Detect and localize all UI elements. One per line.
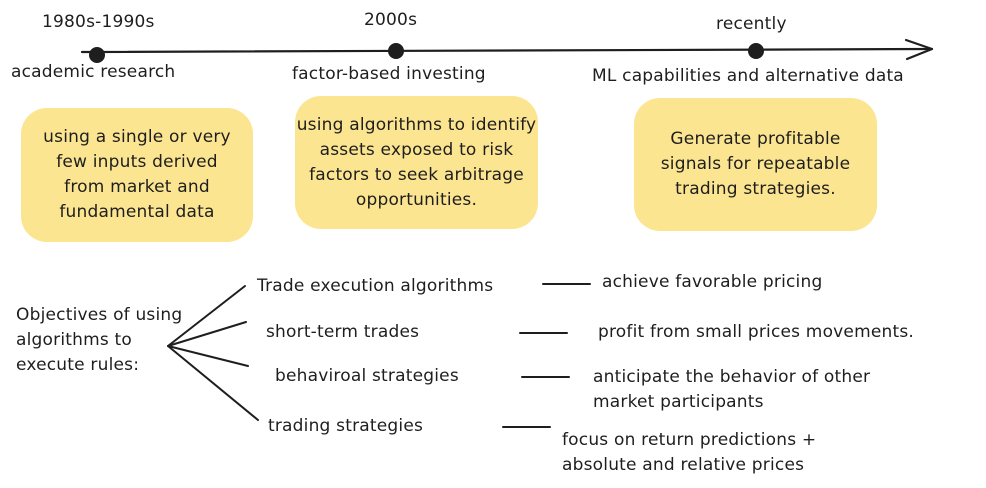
objectives-root: Objectives of using algorithms to execut… [16, 305, 183, 375]
detail-box-recently: Generate profitable signals for repeatab… [634, 98, 877, 231]
branch-trading: trading strategies [268, 416, 424, 436]
period-caption-2000s: factor-based investing [292, 64, 486, 84]
branch-execution: Trade execution algorithms [257, 276, 494, 296]
timeline-axis [80, 47, 934, 54]
branch-line-behavioral [167, 345, 249, 367]
branch-line-short-term [167, 321, 247, 347]
branch-line-trading [167, 345, 259, 421]
period-caption-recently: ML capabilities and alternative data [592, 66, 904, 86]
branch-line-execution [167, 285, 246, 347]
timeline-arrowhead [904, 38, 934, 61]
period-label-2000s: 2000s [364, 10, 418, 30]
detail-box-1980s: using a single or very few inputs derive… [21, 108, 253, 242]
timeline-dot-recently [748, 43, 764, 59]
detail-text-recently: Generate profitable signals for repeatab… [660, 129, 851, 199]
branch-short-term: short-term trades [266, 322, 420, 342]
period-caption-1980s: academic research [11, 62, 176, 82]
detail-box-2000s: using algorithms to identify assets expo… [295, 96, 538, 229]
timeline-dot-2000s [388, 43, 404, 59]
period-label-recently: recently [716, 14, 787, 34]
period-label-1980s: 1980s-1990s [42, 12, 155, 32]
detail-text-1980s: using a single or very few inputs derive… [43, 127, 231, 222]
timeline-dot-1980s [89, 47, 105, 63]
goal-trading: focus on return predictions + absolute a… [562, 430, 817, 475]
branch-behavioral: behaviroal strategies [275, 366, 459, 386]
goal-short-term: profit from small prices movements. [598, 322, 915, 342]
goal-execution: achieve favorable pricing [602, 272, 823, 292]
goal-behavioral: anticipate the behavior of other market … [593, 367, 871, 412]
detail-text-2000s: using algorithms to identify assets expo… [296, 114, 537, 210]
